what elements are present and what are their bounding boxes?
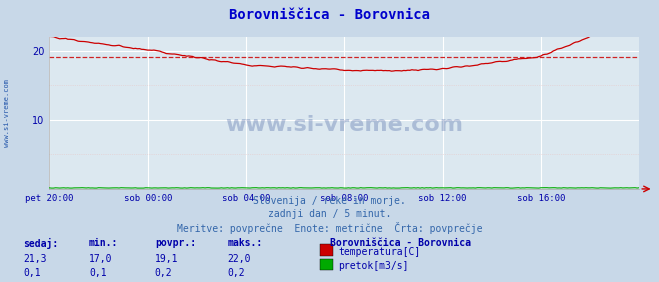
Text: zadnji dan / 5 minut.: zadnji dan / 5 minut. [268,209,391,219]
Text: 0,1: 0,1 [89,268,107,278]
Text: 21,3: 21,3 [23,254,47,264]
Text: 19,1: 19,1 [155,254,179,264]
Text: 17,0: 17,0 [89,254,113,264]
Text: www.si-vreme.com: www.si-vreme.com [3,79,10,147]
Text: Borovniščica - Borovnica: Borovniščica - Borovnica [229,8,430,23]
Text: Borovniščica - Borovnica: Borovniščica - Borovnica [330,238,471,248]
Text: povpr.:: povpr.: [155,238,196,248]
Text: 22,0: 22,0 [227,254,251,264]
Text: temperatura[C]: temperatura[C] [338,247,420,257]
Text: sedaj:: sedaj: [23,238,58,249]
Text: pretok[m3/s]: pretok[m3/s] [338,261,409,271]
Text: Slovenija / reke in morje.: Slovenija / reke in morje. [253,196,406,206]
Text: 0,2: 0,2 [227,268,245,278]
Text: 0,2: 0,2 [155,268,173,278]
Text: 0,1: 0,1 [23,268,41,278]
Text: maks.:: maks.: [227,238,262,248]
Text: min.:: min.: [89,238,119,248]
Text: Meritve: povprečne  Enote: metrične  Črta: povprečje: Meritve: povprečne Enote: metrične Črta:… [177,222,482,235]
Text: www.si-vreme.com: www.si-vreme.com [225,115,463,135]
